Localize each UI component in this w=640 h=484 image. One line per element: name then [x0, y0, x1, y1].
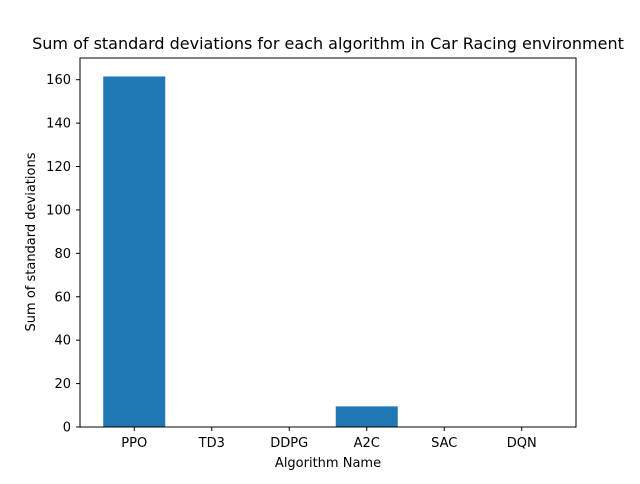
y-tick-label: 40: [54, 334, 71, 349]
bar-a2c: [335, 406, 398, 427]
y-tick-label: 120: [46, 160, 71, 175]
y-tick-label: 60: [54, 290, 71, 305]
y-tick-label: 0: [63, 421, 71, 436]
x-tick-label: TD3: [198, 436, 225, 451]
plot-frame: [79, 57, 577, 428]
x-axis-label: Algorithm Name: [275, 456, 381, 471]
x-tick-label: DDPG: [270, 436, 308, 451]
x-tick-label: DQN: [507, 436, 537, 451]
y-tick-label: 160: [46, 73, 71, 88]
y-tick-label: 80: [54, 247, 71, 262]
chart-title: Sum of standard deviations for each algo…: [32, 34, 624, 53]
y-tick-label: 100: [46, 203, 71, 218]
x-tick-label: PPO: [121, 436, 147, 451]
x-tick-label: A2C: [354, 436, 380, 451]
x-tick-label: SAC: [431, 436, 457, 451]
x-axis-ticks: PPO TD3 DDPG A2C SAC DQN: [121, 427, 537, 451]
y-axis-label: Sum of standard deviations: [24, 152, 39, 331]
bar-ppo: [103, 76, 166, 427]
y-tick-label: 20: [54, 377, 71, 392]
y-tick-label: 140: [46, 117, 71, 132]
y-axis-ticks: 0 20 40 60 80 100 120 140 160: [46, 73, 80, 436]
bars-group: [103, 76, 398, 427]
